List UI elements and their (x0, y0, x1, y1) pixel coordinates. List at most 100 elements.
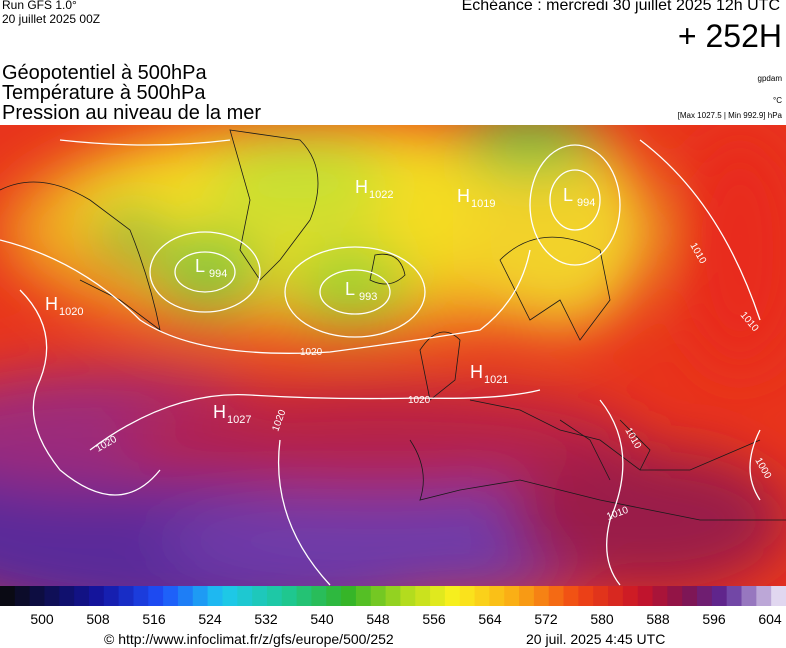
system-pressure: 1019 (471, 198, 495, 210)
system-pressure: 994 (577, 197, 595, 209)
colorbar-swatch (281, 586, 298, 606)
colorbar-swatch (519, 586, 535, 606)
colorbar-swatch (697, 586, 713, 606)
colorbar-swatch (444, 586, 461, 606)
colorbar-swatch (44, 586, 60, 606)
colorbar-swatch (118, 586, 134, 606)
colorbar-swatch (74, 586, 90, 606)
colorbar-swatch (14, 586, 31, 606)
system-letter: H (457, 186, 470, 206)
colorbar-swatch (771, 586, 786, 606)
colorbar-swatch (177, 586, 194, 606)
colorbar-swatch (430, 586, 446, 606)
footer-timestamp: 20 juil. 2025 4:45 UTC (526, 631, 666, 647)
colorbar-label: 532 (254, 611, 278, 627)
layer: Géopotentiel à 500hPa (2, 62, 207, 84)
colorbar-swatch (756, 586, 772, 606)
colorbar-swatch (726, 586, 743, 606)
colorbar-label: 604 (758, 611, 782, 627)
colorbar-label: 588 (646, 611, 670, 627)
colorbar: 500 508 516 524 532 540 548 556 564 572 580 588 596 6… (0, 586, 786, 627)
colorbar-swatch (533, 586, 550, 606)
colorbar-swatch (207, 586, 223, 606)
colorbar-label: 540 (310, 611, 334, 627)
colorbar-swatch (593, 586, 609, 606)
colorbar-swatch (103, 586, 120, 606)
colorbar-label: 548 (366, 611, 390, 627)
colorbar-swatch (682, 586, 698, 606)
colorbar-swatch (370, 586, 387, 606)
colorbar-swatch (637, 586, 654, 606)
system-pressure: 1020 (59, 306, 83, 318)
coastlines (0, 129, 786, 521)
colorbar-label: 572 (534, 611, 558, 627)
colorbar-swatch (326, 586, 342, 606)
colorbar-swatch (474, 586, 490, 606)
colorbar-swatch (415, 586, 431, 606)
system-letter: H (470, 362, 483, 382)
colorbar-swatch (296, 586, 312, 606)
system-letter: L (563, 185, 573, 205)
echeance: Echéance : mercredi 30 juillet 2025 12h … (461, 0, 780, 14)
colorbar-label: 564 (478, 611, 502, 627)
colorbar-swatch (266, 586, 283, 606)
colorbar-label: 508 (86, 611, 110, 627)
colorbar-swatch (88, 586, 105, 606)
colorbar-swatch (29, 586, 45, 606)
system-pressure: 1027 (227, 414, 251, 426)
colorbar-label: 596 (702, 611, 726, 627)
unit: [Max 1027.5 | Min 992.9] hPa (677, 111, 782, 120)
layer: Température à 500hPa (2, 82, 206, 104)
system-letter: L (345, 279, 355, 299)
colorbar-swatch (163, 586, 179, 606)
unit: gpdam (757, 74, 782, 83)
colorbar-swatch (222, 586, 238, 606)
colorbar-swatch (133, 586, 149, 606)
lead-time: + 252H (677, 18, 782, 54)
system-pressure: 993 (359, 291, 377, 303)
system-pressure: 1022 (369, 189, 393, 201)
colorbar-swatch (608, 586, 624, 606)
colorbar-swatch (311, 586, 327, 606)
colorbar-swatch (489, 586, 505, 606)
system-letter: H (213, 402, 226, 422)
footer-url: © http://www.infoclimat.fr/z/gfs/europe/… (104, 631, 394, 647)
colorbar-swatch (622, 586, 639, 606)
colorbar-swatch (148, 586, 164, 606)
layer: Pression au niveau de la mer (2, 102, 262, 124)
colorbar-swatch (652, 586, 668, 606)
colorbar-swatch (563, 586, 579, 606)
system-letter: H (355, 177, 368, 197)
colorbar-swatch (504, 586, 520, 606)
isobar-label: 1020 (300, 347, 323, 358)
colorbar-swatch (400, 586, 416, 606)
isobar-label: 1020 (408, 395, 431, 406)
colorbar-label: 556 (422, 611, 446, 627)
colorbar-swatch (355, 586, 372, 606)
isobars (0, 139, 761, 586)
colorbar-swatch (341, 586, 357, 606)
system-pressure: 994 (209, 268, 227, 280)
colorbar-swatch (667, 586, 683, 606)
colorbar-label: 516 (142, 611, 166, 627)
colorbar-swatch (578, 586, 594, 606)
colorbar-swatch (192, 586, 209, 606)
system-pressure: 1021 (484, 374, 508, 386)
system-letter: L (195, 256, 205, 276)
colorbar-swatch (0, 586, 16, 606)
colorbar-swatch (711, 586, 728, 606)
colorbar-swatch (741, 586, 757, 606)
colorbar-swatch (252, 586, 268, 606)
colorbar-swatch (459, 586, 476, 606)
colorbar-swatch (59, 586, 75, 606)
colorbar-label: 524 (198, 611, 222, 627)
colorbar-swatch (237, 586, 253, 606)
colorbar-swatch (385, 586, 401, 606)
unit: °C (773, 96, 782, 105)
colorbar-swatch (548, 586, 565, 606)
system-letter: H (45, 294, 58, 314)
run: Run GFS 1.0° (2, 0, 77, 12)
